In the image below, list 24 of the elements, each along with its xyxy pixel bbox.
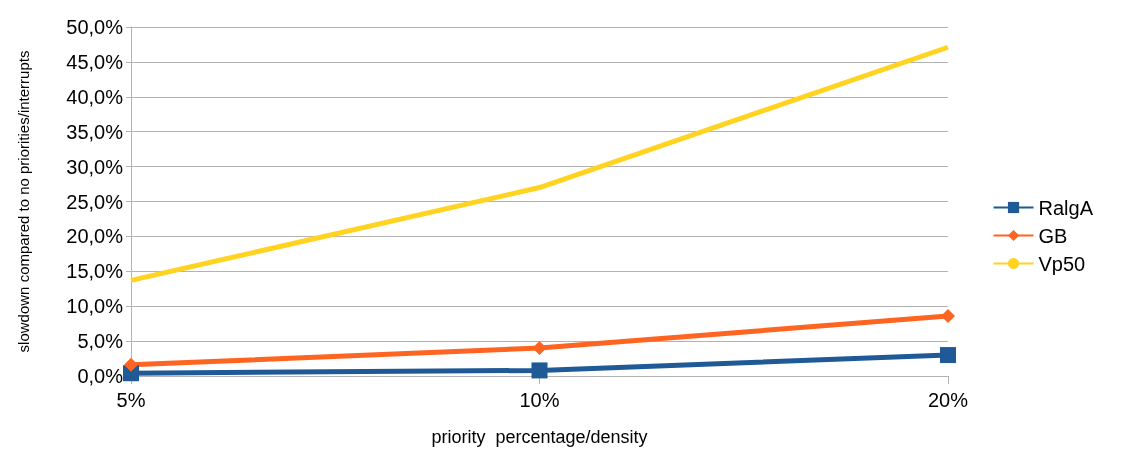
y-tick-label: 50,0% <box>66 16 124 38</box>
x-tick-label: 5% <box>116 389 146 411</box>
x-tick-label: 20% <box>927 389 969 411</box>
x-tick-label: 10% <box>519 389 560 411</box>
y-axis-title: slowdown compared to no priorities/interrupts <box>15 50 32 353</box>
point <box>531 362 548 379</box>
y-tick-label: 35,0% <box>66 120 124 143</box>
point <box>940 347 956 364</box>
legend-label: GB <box>1038 224 1068 247</box>
y-tick-label: 15,0% <box>66 260 124 283</box>
y-tick-label: 0,0% <box>77 365 124 387</box>
y-tick-label: 25,0% <box>66 190 124 213</box>
y-tick-label: 10,0% <box>66 295 124 318</box>
x-axis-title: priority percentage/density <box>431 427 648 447</box>
legend-label: RalgA <box>1038 196 1094 219</box>
y-tick-label: 5,0% <box>77 330 124 353</box>
y-tick-label: 20,0% <box>66 225 124 248</box>
point <box>532 341 547 356</box>
legend-label: Vp50 <box>1038 252 1086 275</box>
y-tick-label: 30,0% <box>66 155 124 178</box>
point <box>124 357 138 372</box>
point <box>941 308 955 323</box>
y-tick-label: 40,0% <box>66 85 124 108</box>
y-tick-label: 45,0% <box>66 50 124 73</box>
